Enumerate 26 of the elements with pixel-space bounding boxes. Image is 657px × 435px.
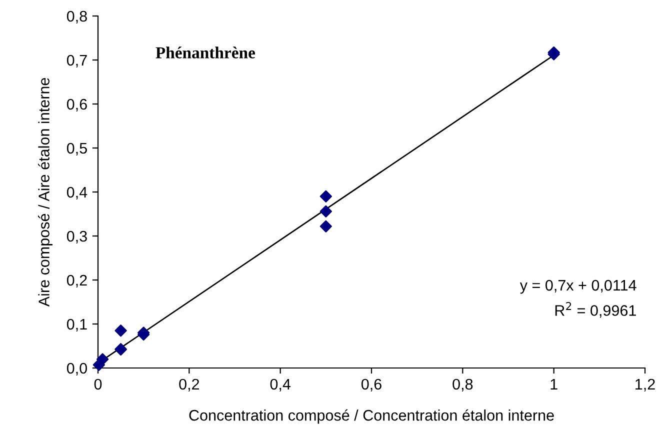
annotation: R$^{2}$ = 0,9961 — [555, 302, 636, 318]
x-tick-label: 1,2 — [636, 378, 655, 392]
y-axis-title: Aire composé / Aire étalon interne — [38, 78, 52, 307]
y-tick-label: 0,5 — [66, 142, 87, 156]
x-tick-label: 0,6 — [361, 378, 382, 392]
y-tick-label: 0,2 — [66, 274, 87, 288]
x-tick-label: 1 — [550, 378, 558, 390]
y-tick-label: 0,1 — [66, 318, 87, 332]
x-tick-label: 0,4 — [270, 378, 291, 392]
y-tick-label: 0,3 — [66, 230, 87, 244]
point — [320, 205, 332, 218]
point — [320, 190, 332, 202]
y-tick-label: 0,7 — [66, 54, 87, 68]
x-tick-label: 0,2 — [179, 378, 200, 392]
annotation: y = 0,7x + 0,0114 — [520, 280, 636, 294]
x-tick-label: 0,8 — [452, 378, 473, 392]
point — [114, 324, 127, 337]
point — [320, 220, 332, 232]
text: Phénanthrène — [156, 46, 256, 58]
y-tick-label: 0,0 — [66, 362, 87, 376]
y-tick-label: 0,8 — [66, 10, 87, 24]
point — [92, 358, 105, 371]
x-axis-title: Concentration composé / Concentration étalon interne — [189, 409, 554, 424]
y-tick-label: 0,4 — [66, 186, 88, 200]
x-tick-label: 0 — [94, 378, 102, 390]
y-tick-label: 0,6 — [66, 98, 87, 112]
